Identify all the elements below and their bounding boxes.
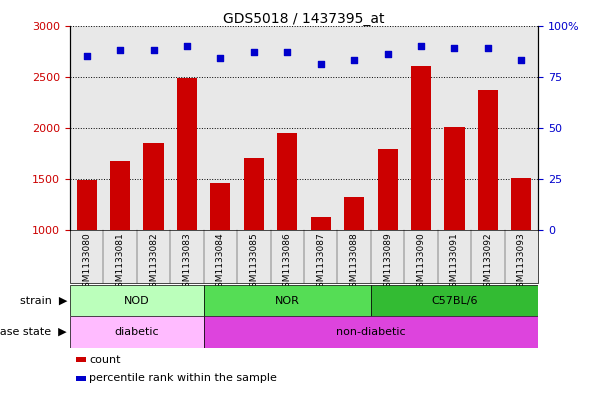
Text: C57BL/6: C57BL/6	[431, 296, 478, 306]
Point	[483, 45, 493, 51]
Point	[383, 51, 393, 57]
Point	[416, 43, 426, 49]
Bar	[204, 316, 538, 348]
Point	[517, 57, 527, 63]
Bar	[478, 90, 498, 332]
Point	[449, 45, 460, 51]
Bar	[77, 180, 97, 332]
Bar	[110, 162, 130, 332]
Text: diabetic: diabetic	[114, 327, 159, 337]
Bar	[344, 197, 364, 332]
Text: NOD: NOD	[124, 296, 150, 306]
Bar	[277, 133, 297, 332]
Point	[115, 47, 125, 53]
Bar	[204, 285, 371, 316]
Bar	[511, 178, 531, 332]
Bar	[70, 285, 204, 316]
Bar	[311, 217, 331, 332]
Text: percentile rank within the sample: percentile rank within the sample	[89, 373, 277, 384]
Bar	[177, 78, 197, 332]
Point	[282, 49, 292, 55]
Bar	[143, 143, 164, 332]
Bar	[210, 183, 230, 332]
Bar	[378, 149, 398, 332]
Text: strain  ▶: strain ▶	[19, 296, 67, 306]
Bar	[70, 316, 204, 348]
Text: count: count	[89, 354, 121, 365]
Point	[249, 49, 259, 55]
Text: disease state  ▶: disease state ▶	[0, 327, 67, 337]
Point	[182, 43, 192, 49]
Point	[215, 55, 225, 61]
Bar	[244, 158, 264, 332]
Point	[81, 53, 91, 59]
Point	[349, 57, 359, 63]
Point	[148, 47, 158, 53]
Bar	[371, 285, 538, 316]
Bar	[444, 127, 465, 332]
Text: NOR: NOR	[275, 296, 300, 306]
Text: GDS5018 / 1437395_at: GDS5018 / 1437395_at	[223, 12, 385, 26]
Point	[316, 61, 326, 68]
Bar	[411, 66, 431, 332]
Text: non-diabetic: non-diabetic	[336, 327, 406, 337]
